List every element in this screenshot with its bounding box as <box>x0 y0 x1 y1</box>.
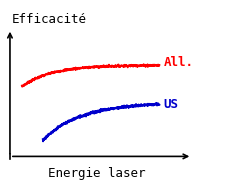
Text: Efficacité: Efficacité <box>11 13 86 26</box>
Text: US: US <box>164 98 179 111</box>
Text: Energie laser: Energie laser <box>48 167 145 180</box>
Text: All.: All. <box>164 56 194 69</box>
